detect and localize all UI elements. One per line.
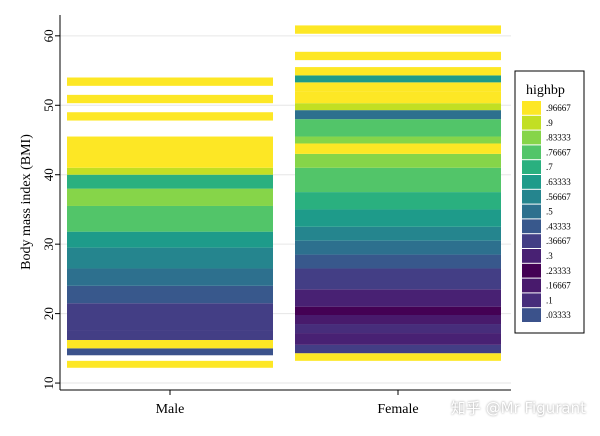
y-tick-label: 20 (41, 307, 56, 320)
legend-swatch (522, 189, 541, 204)
band-female (295, 103, 501, 111)
legend-label: .76667 (546, 147, 571, 157)
x-category-label: Female (377, 402, 418, 417)
y-tick-label: 60 (41, 29, 56, 42)
band-male (67, 167, 273, 175)
band-male (67, 348, 273, 356)
band-male (67, 94, 273, 104)
band-female (295, 289, 501, 307)
legend-label: .3 (546, 251, 553, 261)
bands-layer (67, 25, 501, 368)
band-female (295, 209, 501, 227)
legend-label: .9 (546, 118, 553, 128)
band-female (295, 353, 501, 361)
band-male (67, 188, 273, 206)
band-male (67, 330, 273, 340)
band-male (67, 112, 273, 121)
band-male (67, 247, 273, 269)
legend-label: .36667 (546, 236, 571, 246)
legend-swatch (522, 115, 541, 130)
band-female (295, 82, 501, 92)
legend-swatch (522, 293, 541, 308)
band-male (67, 360, 273, 368)
y-axis-title: Body mass index (BMI) (19, 134, 34, 270)
legend-label: .56667 (546, 192, 571, 202)
legend-swatch (522, 249, 541, 263)
legend-swatch (522, 145, 541, 160)
legend-swatch (522, 130, 541, 145)
band-male (67, 136, 273, 168)
band-male (67, 285, 273, 304)
legend-label: .03333 (546, 310, 571, 320)
band-female (295, 306, 501, 315)
legend-label: .23333 (546, 266, 571, 276)
legend-swatch (522, 219, 541, 234)
band-female (295, 344, 501, 354)
band-female (295, 324, 501, 334)
x-category-label: Male (156, 402, 185, 417)
legend-swatch (522, 175, 541, 189)
legend-label: .1 (546, 295, 553, 305)
y-tick-label: 50 (41, 99, 56, 112)
band-female (295, 91, 501, 104)
band-female (295, 226, 501, 241)
legend-swatch (522, 278, 541, 293)
legend-label: .43333 (546, 221, 571, 231)
band-female (295, 153, 501, 168)
band-female (295, 254, 501, 269)
band-male (67, 205, 273, 232)
band-female (295, 119, 501, 137)
band-female (295, 25, 501, 34)
legend-swatch (522, 160, 541, 174)
band-female (295, 240, 501, 255)
legend-title: highbp (526, 83, 565, 98)
y-tick-label: 40 (41, 168, 56, 181)
band-male (67, 174, 273, 189)
legend-label: .96667 (546, 103, 571, 113)
band-female (295, 192, 501, 210)
band-female (295, 51, 501, 61)
band-male (67, 77, 273, 86)
band-male (67, 268, 273, 286)
x-category-labels: Male Female (156, 390, 419, 417)
legend-swatch (522, 101, 541, 115)
band-female (295, 136, 501, 144)
legend-label: .63333 (546, 177, 571, 187)
band-female (295, 75, 501, 83)
legend-items: .96667 .9 .83333 .76667 .7 .63333 .56667 .5 .433… (522, 101, 571, 322)
legend-swatch (522, 204, 541, 219)
legend-label: .83333 (546, 133, 571, 143)
legend-label: .7 (546, 162, 553, 172)
band-female (295, 167, 501, 193)
band-male (67, 231, 273, 248)
band-female (295, 333, 501, 345)
band-female (295, 110, 501, 120)
legend-label: .16667 (546, 281, 571, 291)
band-male (67, 303, 273, 331)
legend-swatch (522, 308, 541, 322)
y-ticks: 10 20 30 40 50 60 (41, 29, 60, 390)
legend: highbp .96667 .9 .83333 .76667 .7 .63333 .5666… (514, 70, 585, 334)
band-female (295, 315, 501, 325)
legend-label: .5 (546, 207, 553, 217)
y-tick-label: 10 (41, 377, 56, 390)
legend-swatch (522, 263, 541, 278)
band-female (295, 268, 501, 290)
watermark: 知乎 @Mr Figurant (450, 399, 586, 417)
legend-swatch (522, 234, 541, 248)
band-female (295, 67, 501, 76)
band-female (295, 143, 501, 154)
y-tick-label: 30 (41, 238, 56, 251)
band-male (67, 340, 273, 349)
